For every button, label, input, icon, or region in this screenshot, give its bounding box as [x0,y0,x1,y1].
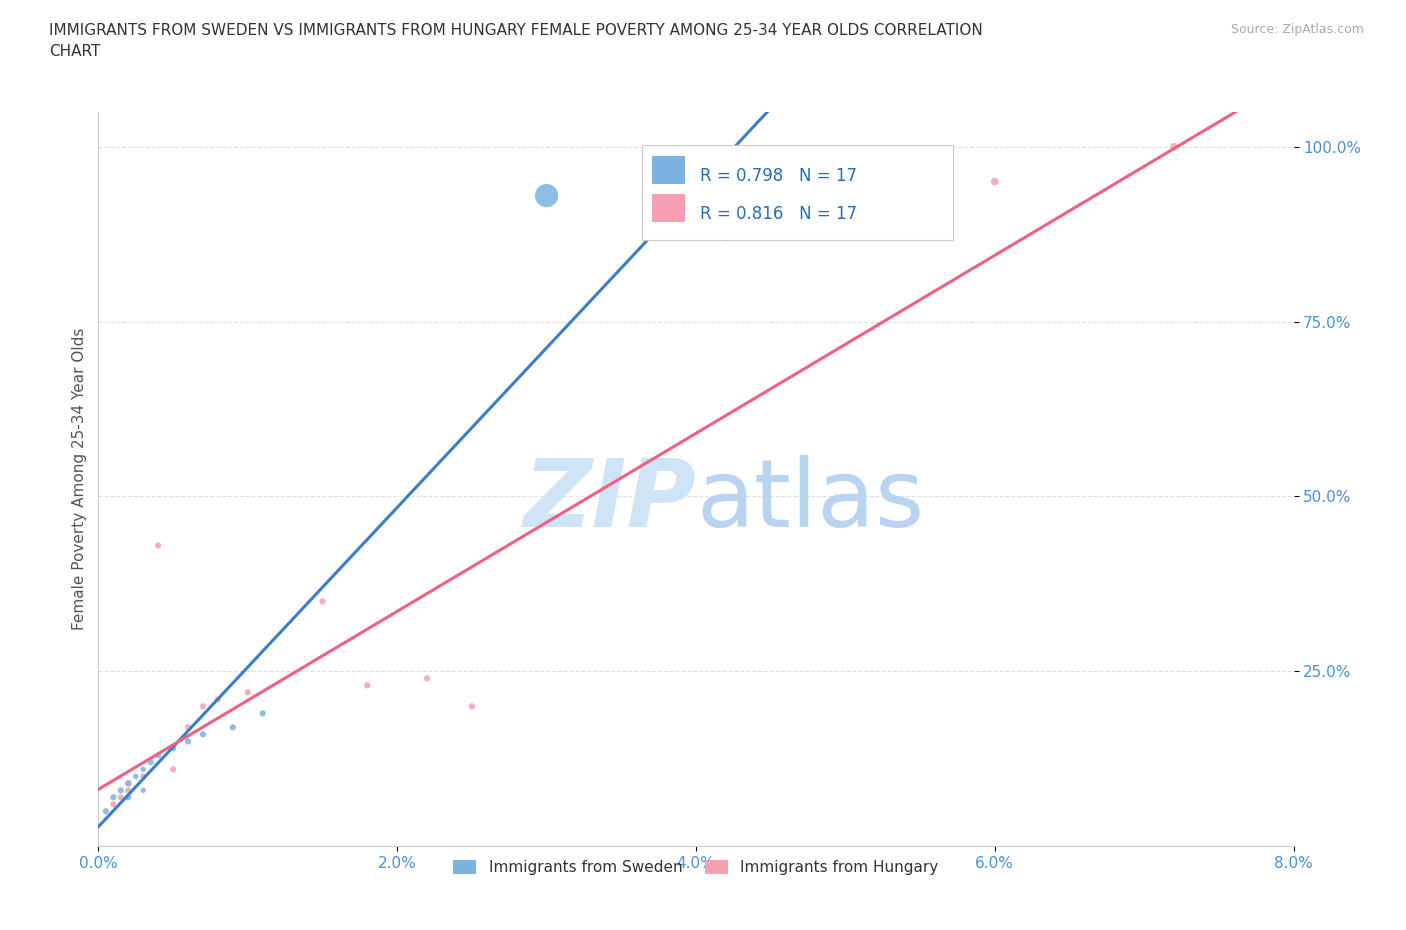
Point [356,678,378,693]
Legend: Immigrants from Sweden, Immigrants from Hungary: Immigrants from Sweden, Immigrants from … [446,853,946,883]
Point [125,769,148,784]
Text: ZIP: ZIP [523,455,696,547]
Point [714,230,737,245]
Point [132,762,155,777]
Point [117,790,139,804]
Text: IMMIGRANTS FROM SWEDEN VS IMMIGRANTS FROM HUNGARY FEMALE POVERTY AMONG 25-34 YEA: IMMIGRANTS FROM SWEDEN VS IMMIGRANTS FRO… [49,23,983,60]
Point [162,762,184,777]
FancyBboxPatch shape [652,155,685,183]
Point [461,699,484,714]
Point [103,790,125,804]
Text: R = 0.798   N = 17: R = 0.798 N = 17 [700,166,856,185]
Point [94,804,117,818]
Point [117,783,139,798]
Point [252,706,274,721]
Point [177,720,200,735]
Point [984,174,1007,189]
Point [110,790,132,804]
Point [132,783,155,798]
Point [148,748,170,763]
Point [117,776,139,790]
Point [148,538,170,552]
Point [536,188,558,203]
Point [191,727,214,742]
Text: atlas: atlas [696,455,924,547]
Y-axis label: Female Poverty Among 25-34 Year Olds: Female Poverty Among 25-34 Year Olds [72,327,87,631]
Point [416,671,439,685]
FancyBboxPatch shape [643,145,953,240]
Point [1163,140,1185,154]
Point [162,741,184,756]
Text: R = 0.816   N = 17: R = 0.816 N = 17 [700,205,856,223]
Point [177,734,200,749]
Point [103,797,125,812]
Point [110,783,132,798]
Point [236,684,259,699]
Point [117,776,139,790]
Point [132,769,155,784]
Point [191,699,214,714]
Point [222,720,245,735]
Point [139,755,162,770]
FancyBboxPatch shape [652,193,685,222]
Text: Source: ZipAtlas.com: Source: ZipAtlas.com [1230,23,1364,36]
Point [311,594,333,609]
Point [207,692,229,707]
